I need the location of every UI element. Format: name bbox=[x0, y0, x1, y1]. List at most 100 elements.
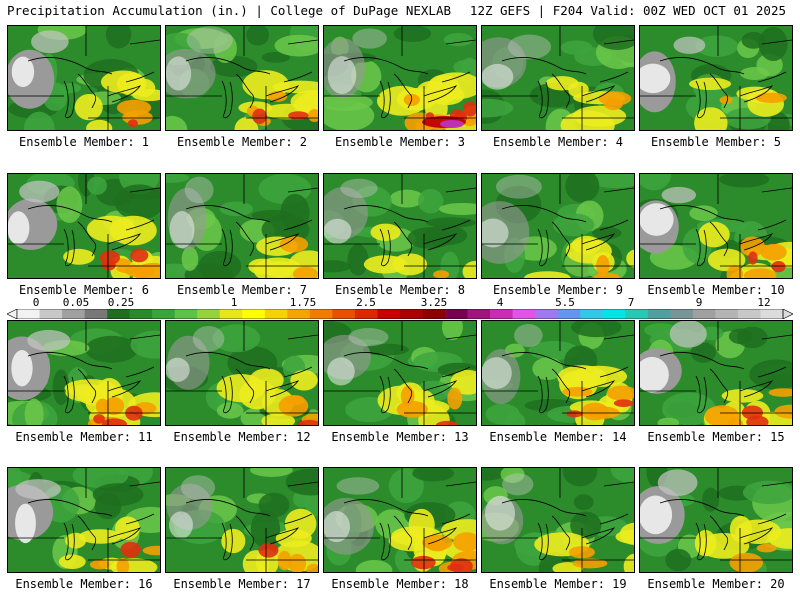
colorbar-swatch bbox=[602, 309, 626, 319]
ensemble-member-map bbox=[7, 173, 161, 279]
precipitation-field bbox=[166, 26, 318, 130]
great-lakes-outline bbox=[166, 468, 318, 572]
colorbar-tick-label: 3.25 bbox=[420, 296, 448, 309]
ensemble-member-label: Ensemble Member: 3 bbox=[334, 135, 466, 149]
ensemble-member-map bbox=[165, 25, 319, 131]
colorbar-swatch bbox=[670, 309, 694, 319]
great-lakes-outline bbox=[640, 321, 792, 425]
colorbar-swatch bbox=[152, 309, 176, 319]
ensemble-member-map bbox=[7, 320, 161, 426]
precipitation-field bbox=[8, 26, 160, 130]
colorbar-tick-label: 0.05 bbox=[62, 296, 90, 309]
precipitation-colorbar bbox=[7, 309, 793, 319]
colorbar-swatch bbox=[129, 309, 153, 319]
precipitation-field bbox=[8, 321, 160, 425]
colorbar-swatch bbox=[557, 309, 581, 319]
ensemble-member-map bbox=[481, 320, 635, 426]
colorbar-tick-label: 0 bbox=[32, 296, 40, 309]
colorbar-swatch bbox=[512, 309, 536, 319]
colorbar-tick-label: 9 bbox=[695, 296, 703, 309]
colorbar-swatch bbox=[62, 309, 85, 319]
great-lakes-outline bbox=[324, 26, 476, 130]
ensemble-member-label: Ensemble Member: 2 bbox=[176, 135, 308, 149]
colorbar-tick-label: 0.25 bbox=[107, 296, 135, 309]
colorbar-swatch bbox=[445, 309, 468, 319]
colorbar-swatch bbox=[580, 309, 604, 319]
great-lakes-outline bbox=[166, 26, 318, 130]
ensemble-member-label: Ensemble Member: 1 bbox=[18, 135, 150, 149]
precipitation-field bbox=[324, 174, 476, 278]
colorbar-swatch bbox=[715, 309, 739, 319]
colorbar-swatch bbox=[625, 309, 649, 319]
great-lakes-outline bbox=[482, 321, 634, 425]
colorbar-swatch bbox=[377, 309, 401, 319]
precipitation-field bbox=[640, 26, 792, 130]
ensemble-member-label: Ensemble Member: 20 bbox=[647, 577, 785, 591]
great-lakes-outline bbox=[8, 26, 160, 130]
colorbar-swatch bbox=[264, 309, 288, 319]
precipitation-field bbox=[166, 321, 318, 425]
ensemble-member-map bbox=[323, 320, 477, 426]
ensemble-member-label: Ensemble Member: 14 bbox=[489, 430, 627, 444]
ensemble-member-label: Ensemble Member: 8 bbox=[334, 283, 466, 297]
great-lakes-outline bbox=[640, 174, 792, 278]
colorbar-max-arrow bbox=[782, 309, 793, 319]
ensemble-member-map bbox=[323, 173, 477, 279]
colorbar-swatch bbox=[692, 309, 716, 319]
precipitation-field bbox=[482, 468, 634, 572]
colorbar-swatch bbox=[174, 309, 198, 319]
colorbar-swatch bbox=[309, 309, 333, 319]
colorbar-swatch bbox=[400, 309, 423, 319]
ensemble-member-map bbox=[323, 25, 477, 131]
colorbar-min-arrow bbox=[7, 309, 18, 319]
great-lakes-outline bbox=[482, 468, 634, 572]
colorbar-swatch bbox=[287, 309, 311, 319]
colorbar-swatch bbox=[737, 309, 761, 319]
great-lakes-outline bbox=[324, 174, 476, 278]
colorbar-swatch bbox=[242, 309, 266, 319]
colorbar-tick-label: 12 bbox=[757, 296, 771, 309]
ensemble-member-label: Ensemble Member: 19 bbox=[489, 577, 627, 591]
colorbar-tick-label: 1 bbox=[230, 296, 238, 309]
great-lakes-outline bbox=[166, 321, 318, 425]
model-run-info: 12Z GEFS | F204 Valid: 00Z WED OCT 01 20… bbox=[469, 3, 786, 18]
ensemble-member-label: Ensemble Member: 15 bbox=[647, 430, 785, 444]
ensemble-member-label: Ensemble Member: 17 bbox=[173, 577, 311, 591]
ensemble-member-map bbox=[323, 467, 477, 573]
ensemble-member-label: Ensemble Member: 7 bbox=[176, 283, 308, 297]
colorbar-swatch bbox=[107, 309, 130, 319]
great-lakes-outline bbox=[8, 174, 160, 278]
precipitation-field bbox=[640, 321, 792, 425]
colorbar-swatch bbox=[467, 309, 491, 319]
great-lakes-outline bbox=[482, 174, 634, 278]
ensemble-member-map bbox=[481, 25, 635, 131]
ensemble-member-map bbox=[639, 173, 793, 279]
precipitation-field bbox=[166, 174, 318, 278]
precipitation-field bbox=[482, 174, 634, 278]
great-lakes-outline bbox=[324, 321, 476, 425]
ensemble-member-map bbox=[165, 467, 319, 573]
colorbar-swatch bbox=[490, 309, 513, 319]
ensemble-member-label: Ensemble Member: 18 bbox=[331, 577, 469, 591]
precipitation-field bbox=[8, 468, 160, 572]
precipitation-field bbox=[324, 321, 476, 425]
ensemble-member-label: Ensemble Member: 5 bbox=[650, 135, 782, 149]
precipitation-field bbox=[640, 174, 792, 278]
ensemble-member-map bbox=[481, 173, 635, 279]
great-lakes-outline bbox=[166, 174, 318, 278]
colorbar-swatch bbox=[647, 309, 671, 319]
colorbar-tick-label: 5.5 bbox=[555, 296, 575, 309]
ensemble-member-map bbox=[7, 467, 161, 573]
precipitation-field bbox=[482, 321, 634, 425]
colorbar-swatch bbox=[197, 309, 221, 319]
colorbar-swatch bbox=[535, 309, 559, 319]
ensemble-member-label: Ensemble Member: 16 bbox=[15, 577, 153, 591]
colorbar-swatch bbox=[760, 309, 784, 319]
colorbar-tick-label: 4 bbox=[496, 296, 504, 309]
colorbar-tick-label: 7 bbox=[627, 296, 635, 309]
great-lakes-outline bbox=[640, 468, 792, 572]
ensemble-member-label: Ensemble Member: 11 bbox=[15, 430, 153, 444]
precipitation-field bbox=[324, 26, 476, 130]
colorbar-swatch bbox=[332, 309, 356, 319]
ensemble-member-label: Ensemble Member: 9 bbox=[492, 283, 624, 297]
